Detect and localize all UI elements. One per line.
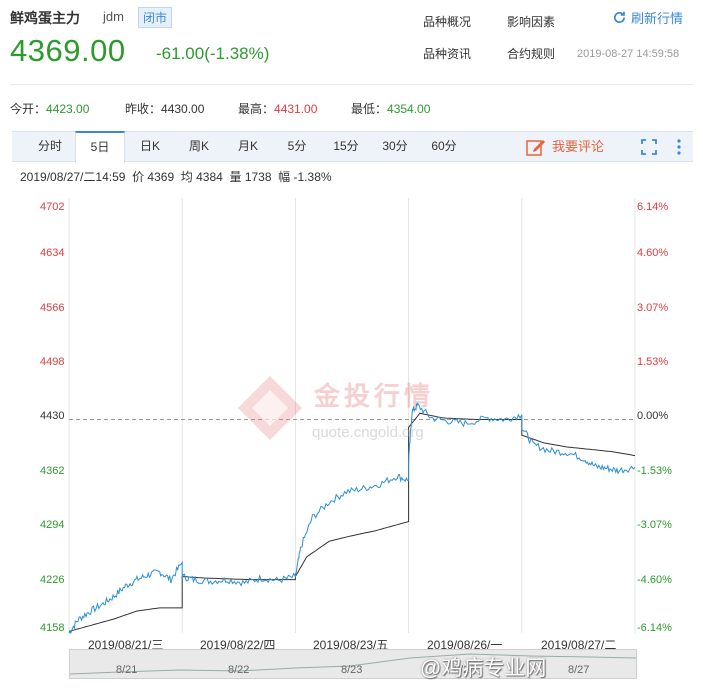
refresh-icon [614,11,626,23]
price-change: -61.00(-1.38%) [156,44,270,63]
navigator-label: 8/26 [454,664,476,676]
link-contract-rules[interactable]: 合约规则 [507,47,556,61]
y-tick-pct: -6.14% [637,622,672,634]
y-tick-price: 4294 [40,519,65,531]
y-tick-price: 4430 [40,410,65,422]
stat-high-label: 最高： [238,102,275,116]
y-tick-price: 4158 [40,622,65,634]
stat-low: 最低：4354.00 [351,100,430,117]
tab-monthly-k[interactable]: 月K [237,139,258,153]
y-tick-pct: -3.07% [637,519,672,531]
market-status-badge: 闭市 [138,7,173,28]
link-product-overview[interactable]: 品种概况 [423,15,472,29]
link-influence-factors[interactable]: 影响因素 [507,15,556,29]
navigator-label: 8/21 [116,664,138,676]
stat-open: 今开：4423.00 [10,100,89,117]
comment-button[interactable]: 我要评论 [526,132,604,161]
tab-daily-k[interactable]: 日K [139,139,160,153]
y-tick-price: 4498 [40,356,65,368]
link-product-news[interactable]: 品种资讯 [423,47,472,61]
tab-5min[interactable]: 5分 [287,139,307,153]
stat-prev-close: 昨收：4430.00 [125,100,204,117]
navigator-label: 8/27 [568,664,590,676]
y-tick-price: 4566 [40,302,65,314]
signature-watermark: @鸡病专业网 [420,657,547,680]
average-price-line [68,412,636,632]
last-price: 4369.00 [10,33,126,68]
x-tick-date: 2019/08/23/五 [313,638,389,652]
y-tick-pct: 4.60% [637,247,669,259]
x-tick-date: 2019/08/27/二 [541,638,617,652]
range-navigator[interactable]: 8/21 8/22 8/23 8/26 8/27 [69,649,637,679]
stat-prev-close-value: 4430.00 [161,102,205,116]
instrument-code: jdm [103,9,124,24]
period-tab-bar: 分时 5日 日K 周K 月K 5分 15分 30分 60分 我要评论 [12,131,693,163]
x-tick-date: 2019/08/21/三 [88,638,164,652]
navigator-label: 8/23 [341,664,363,676]
refresh-label: 刷新行情 [631,11,684,26]
tab-5day[interactable]: 5日 [75,131,125,163]
y-tick-price: 4634 [40,247,65,259]
fullscreen-icon[interactable] [641,139,657,155]
stat-open-label: 今开： [10,102,47,116]
stat-high-value: 4431.00 [274,102,318,116]
y-tick-pct: 3.07% [637,302,669,314]
tab-15min[interactable]: 15分 [333,139,359,153]
navigator-mini-chart [70,653,636,675]
average-price-series [68,412,636,632]
y-tick-price: 4362 [40,465,65,477]
price-chart[interactable] [0,195,703,640]
stat-high: 最高：4431.00 [238,100,317,117]
more-options-icon[interactable] [676,137,682,157]
chart-grid [68,198,636,633]
stat-low-value: 4354.00 [387,102,431,116]
tab-weekly-k[interactable]: 周K [188,139,209,153]
instrument-name: 鲜鸡蛋主力 [10,10,80,26]
y-tick-price: 4226 [40,574,65,586]
tab-30min[interactable]: 30分 [382,139,408,153]
quote-timestamp: 2019-08-27 14:59:58 [577,48,680,60]
price-series [68,402,636,635]
tab-60min[interactable]: 60分 [431,139,457,153]
y-tick-pct: 6.14% [637,201,669,213]
comment-label: 我要评论 [552,139,605,154]
stat-low-label: 最低： [351,102,388,116]
divider [10,84,693,85]
x-tick-date: 2019/08/22/四 [200,638,276,652]
refresh-button[interactable]: 刷新行情 [612,8,683,27]
y-tick-price: 4702 [40,201,65,213]
x-tick-date: 2019/08/26/一 [427,638,503,652]
watermark-brand: 金投行情 [314,381,435,411]
watermark-logo [238,376,302,440]
tab-intraday[interactable]: 分时 [37,139,62,153]
watermark-url: quote.cngold.org [312,424,424,441]
y-tick-pct: 1.53% [637,356,669,368]
edit-icon [526,139,545,156]
stat-open-value: 4423.00 [46,102,90,116]
stat-prev-close-label: 昨收： [125,102,162,116]
crosshair-info-line: 2019/08/27/二14:59 价 4369 均 4384 量 1738 幅… [20,170,332,184]
y-tick-pct: -1.53% [637,465,672,477]
price-line [68,402,636,635]
y-tick-pct: -4.60% [637,574,672,586]
navigator-label: 8/22 [228,664,250,676]
y-tick-pct: 0.00% [637,410,669,422]
